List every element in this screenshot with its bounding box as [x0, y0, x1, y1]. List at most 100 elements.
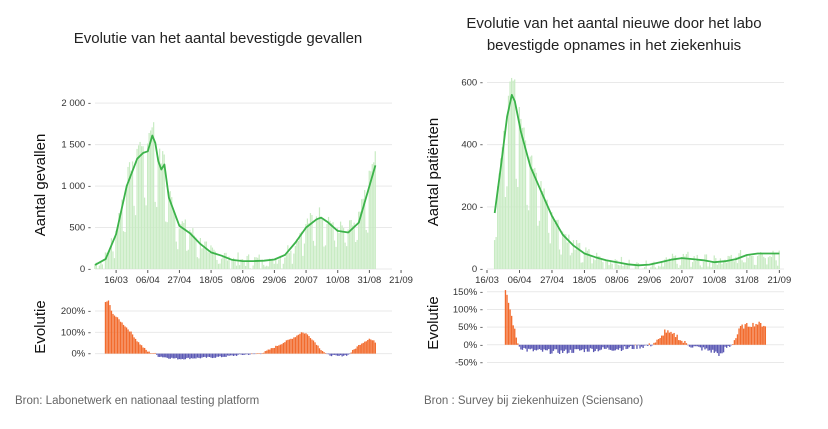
- cases-daily-bar: [266, 265, 268, 269]
- cases-daily-bar: [367, 232, 369, 269]
- cases-daily-bar: [153, 122, 155, 269]
- cases-evolution-bar: [128, 331, 131, 354]
- hospital-evolution-bar: [517, 343, 519, 345]
- cases-evolution-bar: [267, 349, 269, 354]
- cases-xtick-label: 08/06: [231, 275, 255, 286]
- cases-daily-bar: [127, 166, 129, 269]
- cases-evolution-bar: [264, 351, 266, 354]
- hospital-evolution-bar: [582, 344, 584, 350]
- cases-daily-bar: [157, 156, 159, 269]
- cases-daily-bar: [272, 258, 274, 269]
- cases-daily-bar: [216, 259, 218, 269]
- hospital-evolution-bar: [746, 323, 748, 345]
- cases-panel: 0 - 500 - 1 000 - 1 500 - 2 000 - 16/03 06/04 2…: [61, 98, 413, 359]
- hospital-evolution-bar: [592, 344, 595, 353]
- hospital-daily-bar: [555, 220, 558, 269]
- cases-evolution-bar: [241, 353, 244, 355]
- hospital-daily-bar: [721, 264, 723, 269]
- cases-evolution-bar: [143, 347, 146, 354]
- hospital-daily-bar: [549, 243, 551, 269]
- hospital-daily-bar: [659, 266, 661, 269]
- hospital-evolution-bar: [538, 344, 541, 350]
- hospital-daily-bar: [589, 255, 592, 269]
- cases-daily-bar: [281, 268, 283, 269]
- hospital-evolution-bar: [738, 328, 740, 345]
- cases-daily-bar: [273, 263, 275, 269]
- hospital-evolution-bar: [585, 344, 587, 349]
- cases-daily-bar: [113, 258, 116, 269]
- cases-evolution-bar: [272, 348, 274, 354]
- cases-daily-bar: [327, 216, 330, 269]
- hospital-evolution-bar: [549, 344, 551, 354]
- cases-evolution-bar: [140, 345, 143, 354]
- cases-evolution-bar: [285, 340, 288, 354]
- hospital-evolution-bar: [577, 344, 579, 350]
- cases-evolution-bar: [279, 344, 281, 354]
- hospital-evolution-bar: [597, 344, 599, 352]
- cases-evolution-bar: [281, 344, 283, 354]
- cases-evolution-bar: [353, 349, 355, 354]
- hospital-daily-bar: [690, 266, 692, 269]
- hospital-title-line2: bevestigde opnames in het ziekenhuis: [487, 37, 741, 54]
- hospital-daily-bar: [747, 257, 749, 269]
- hospital-evolution-bar: [661, 335, 663, 345]
- cases-ylabel: Aantal gevallen: [32, 134, 49, 237]
- cases-daily-bar: [336, 228, 339, 269]
- hospital-evolution-bar: [603, 344, 606, 349]
- cases-evolution-bar: [226, 353, 229, 356]
- cases-daily-bar: [314, 245, 316, 269]
- cases-evolution-bar: [276, 345, 278, 354]
- hospital-daily-bar: [708, 262, 711, 269]
- hospital-evolution-bar: [545, 344, 547, 351]
- hospital-daily-bar: [702, 261, 705, 269]
- cases-daily-bar: [150, 130, 152, 269]
- cases-evolution-bar: [219, 353, 221, 357]
- hospital-evolution-bar: [696, 344, 698, 347]
- cases-evolution-bar: [248, 353, 250, 355]
- hospital-daily-bar: [614, 259, 616, 269]
- hospital-average-line: [493, 94, 780, 267]
- hospital-daily-bar: [725, 262, 728, 269]
- hospital-evolution-bar: [712, 344, 714, 350]
- hospital-evolution-bar: [543, 344, 545, 350]
- cases-evolution-bar: [174, 353, 176, 359]
- cases-daily-bar: [201, 248, 203, 269]
- hospital-daily-bar: [608, 265, 610, 269]
- hospital-daily-bar: [712, 261, 714, 269]
- cases-evolution-bar: [270, 348, 272, 354]
- hospital-daily-bar: [676, 263, 678, 269]
- hospital-daily-bar: [685, 254, 688, 269]
- cases-evolution-bar: [207, 353, 209, 357]
- hospital-evolution-bar: [599, 344, 601, 351]
- hospital-evolution-bar: [739, 325, 742, 345]
- cases-evolution-bar: [205, 353, 208, 358]
- hospital-evolution-bar: [575, 344, 578, 350]
- cases-daily-bar: [119, 213, 122, 269]
- cases-evolution-bar: [266, 350, 268, 354]
- cases-xtick-label: 27/04: [168, 275, 192, 286]
- cases-evolution-bar: [315, 344, 318, 354]
- hospital-ylabel: Aantal patiënten: [425, 118, 442, 226]
- hospital-evolution-bar: [750, 326, 753, 345]
- hospital-daily-bar: [600, 259, 602, 269]
- cases-evolution-bar: [246, 353, 248, 355]
- hospital-daily-bar: [766, 264, 768, 269]
- cases-daily-bar: [225, 252, 227, 269]
- cases-evolution-bar: [147, 351, 149, 354]
- cases-evolution-bar: [349, 353, 351, 355]
- hospital-evolution-bar: [690, 344, 692, 348]
- hospital-evolution-bar: [681, 340, 683, 345]
- cases-evolution-bar: [229, 353, 232, 356]
- cases-evolution-bar: [107, 300, 110, 354]
- cases-evolution-bar: [201, 353, 203, 358]
- hospital-evolution-bar: [698, 344, 700, 347]
- cases-daily-bar: [208, 252, 211, 269]
- hospital-evolution-bar: [537, 344, 539, 350]
- cases-daily-bar: [315, 216, 318, 269]
- cases-evolution-bar: [252, 353, 254, 355]
- hospital-daily-bar: [760, 252, 762, 269]
- cases-evolution-bar: [213, 353, 215, 358]
- hospital-daily-bar: [524, 140, 527, 269]
- hospital-ytick-label: 200 -: [461, 202, 483, 213]
- hospital-evolution-bar: [563, 344, 565, 351]
